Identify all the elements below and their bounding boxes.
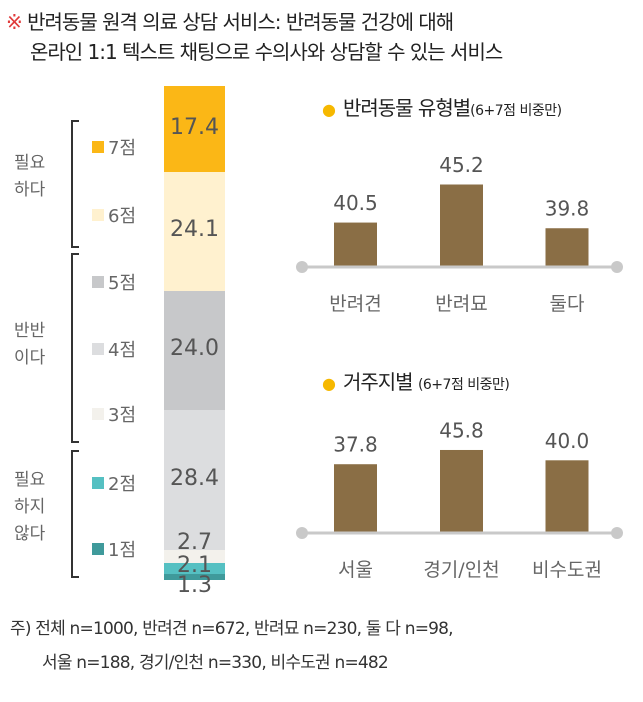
header-line-1: ※ 반려동물 원격 의료 상담 서비스: 반려동물 건강에 대해 <box>6 6 454 35</box>
legend-item: 6점 <box>92 205 137 227</box>
stacked-bar <box>164 86 225 580</box>
bullet-dot-icon: ● <box>322 374 336 393</box>
group-label-line: 하다 <box>14 180 46 200</box>
x-tick-label: 둘다 <box>550 293 585 315</box>
axis-end-dot <box>611 261 623 273</box>
x-tick-label: 반려견 <box>329 293 381 315</box>
legend-swatch <box>92 477 104 489</box>
group-label-line: 반반 <box>14 321 46 341</box>
axis-end-dot <box>296 527 308 539</box>
panel-subtitle: (6+7점 비중만) <box>470 103 562 119</box>
legend-swatch <box>92 343 104 355</box>
bar-경기/인천 <box>440 449 483 532</box>
legend-item: 7점 <box>92 137 137 159</box>
legend-label: 1점 <box>108 540 137 561</box>
bracket-no-need <box>71 450 79 578</box>
stack-value-label: 28.4 <box>170 465 219 491</box>
legend-swatch <box>92 209 104 221</box>
group-label-line: 필요 <box>14 153 46 173</box>
group-label-line: 필요 <box>14 470 46 490</box>
stack-segment-2점 <box>164 563 225 574</box>
axis-end-dot <box>296 261 308 273</box>
bar-반려묘 <box>440 184 483 266</box>
stack-segment-5점 <box>164 291 225 410</box>
group-label-need: 필요 하다 <box>14 150 64 204</box>
stack-value-label: 24.0 <box>170 336 219 362</box>
bar-비수도권 <box>545 460 589 532</box>
group-label-line: 않다 <box>14 524 46 544</box>
bar-value-label: 40.0 <box>545 429 590 453</box>
bar-서울 <box>334 464 377 532</box>
x-tick-label: 경기/인천 <box>423 559 499 581</box>
legend-label: 6점 <box>108 206 137 227</box>
panel-title-text: 거주지별 <box>342 370 414 394</box>
stack-value-label: 1.3 <box>177 573 212 598</box>
legend-swatch <box>92 141 104 153</box>
stack-value-label: 24.1 <box>170 217 219 243</box>
stack-segment-6점 <box>164 171 225 291</box>
legend-label: 7점 <box>108 138 137 159</box>
bar-둘다 <box>545 228 589 266</box>
header-text-1: 반려동물 원격 의료 상담 서비스: 반려동물 건강에 대해 <box>27 10 454 34</box>
group-label-line: 이다 <box>14 348 46 368</box>
bar-value-label: 39.8 <box>545 197 590 221</box>
bar-반려견 <box>334 222 377 266</box>
x-tick-label: 서울 <box>338 559 373 581</box>
bracket-need <box>71 120 79 248</box>
group-label-neutral: 반반 이다 <box>14 318 64 372</box>
legend-label: 5점 <box>108 273 137 294</box>
header-text-2: 온라인 1:1 텍스트 채팅으로 수의사와 상담할 수 있는 서비스 <box>30 40 503 64</box>
chart-pet-type: 40.5 반려견 45.2 반려묘 39.8 둘다 <box>296 153 623 315</box>
x-tick-label: 비수도권 <box>532 559 602 581</box>
note-mark: ※ <box>6 10 23 34</box>
legend-item: 2점 <box>92 473 137 495</box>
x-tick-label: 반려묘 <box>435 293 487 315</box>
bar-value-label: 40.5 <box>333 191 378 215</box>
axis-end-dot <box>611 527 623 539</box>
panel-title-text: 반려동물 유형별 <box>342 96 471 120</box>
group-label-line: 하지 <box>14 497 46 517</box>
panel-subtitle: (6+7점 비중만) <box>417 377 510 393</box>
bar-value-label: 45.8 <box>439 418 484 442</box>
stack-value-label: 2.1 <box>177 553 212 578</box>
stack-segment-3점 <box>164 549 225 564</box>
footnote-line-2: 서울 n=188, 경기/인천 n=330, 비수도권 n=482 <box>42 653 389 673</box>
stack-value-label: 2.7 <box>177 530 212 555</box>
legend-item: 3점 <box>92 404 137 426</box>
legend-label: 4점 <box>108 340 137 361</box>
panel-title-pet-type: ● 반려동물 유형별(6+7점 비중만) <box>322 92 562 121</box>
bullet-dot-icon: ● <box>322 100 336 119</box>
legend-item: 1점 <box>92 539 137 561</box>
bar-value-label: 37.8 <box>333 433 378 457</box>
legend-label: 3점 <box>108 405 137 426</box>
stack-segment-4점 <box>164 409 225 550</box>
stack-segment-7점 <box>164 86 225 172</box>
legend-swatch <box>92 276 104 288</box>
bar-value-label: 45.2 <box>439 153 484 177</box>
bracket-neutral <box>71 253 79 443</box>
legend-item: 4점 <box>92 339 137 361</box>
header-line-2: 온라인 1:1 텍스트 채팅으로 수의사와 상담할 수 있는 서비스 <box>30 36 503 65</box>
legend-swatch <box>92 543 104 555</box>
footnote-line-1: 주) 전체 n=1000, 반려견 n=672, 반려묘 n=230, 둘 다 … <box>10 619 454 639</box>
panel-title-residence: ● 거주지별 (6+7점 비중만) <box>322 366 510 395</box>
stack-segment-1점 <box>164 573 225 580</box>
legend-swatch <box>92 408 104 420</box>
group-label-no-need: 필요 하지 않다 <box>14 467 64 548</box>
legend-label: 2점 <box>108 474 137 495</box>
legend-item: 5점 <box>92 272 137 294</box>
chart-residence: 37.8 서울 45.8 경기/인천 40.0 비수도권 <box>296 418 623 581</box>
stack-value-label: 17.4 <box>170 114 219 140</box>
